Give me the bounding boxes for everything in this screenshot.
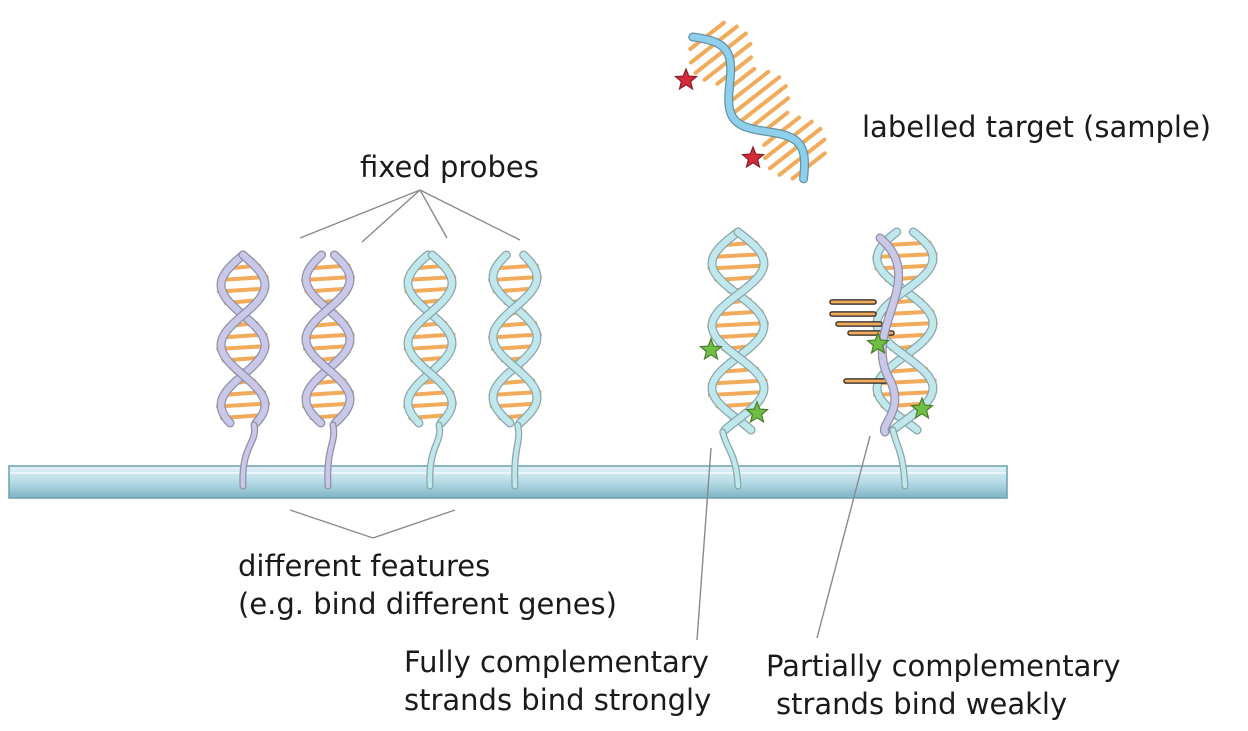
base-pair	[301, 332, 355, 340]
target-base	[746, 96, 791, 132]
pointer-line	[289, 509, 374, 539]
target-base	[727, 75, 782, 118]
label-star-icon	[740, 145, 766, 169]
base-pair	[403, 401, 457, 409]
back-strand	[217, 251, 269, 427]
base-pair	[707, 390, 769, 397]
labelled-target-label: labelled target (sample)	[862, 110, 1212, 144]
tether-fill	[512, 422, 521, 489]
tether-fill	[890, 427, 908, 489]
dna-probe-icon	[488, 250, 542, 490]
partially-complementary-label-line1: Partially complementary	[766, 649, 1121, 683]
tether-fill	[427, 422, 442, 489]
target-base	[693, 31, 748, 75]
back-strand	[489, 251, 541, 427]
base-pair	[874, 263, 936, 271]
features-label-line2: (e.g. bind different genes)	[238, 587, 617, 621]
pointer-line	[419, 189, 448, 239]
base-pair	[216, 401, 270, 409]
target-base	[725, 69, 771, 106]
base-pair	[707, 321, 769, 328]
label-star-icon	[909, 396, 935, 420]
dna-probe-icon	[403, 250, 457, 490]
front-strand	[489, 251, 541, 427]
pointer-line	[372, 509, 456, 539]
label-star-icon	[744, 400, 770, 424]
pointer-line	[696, 447, 712, 641]
base-pair	[872, 390, 938, 397]
base-pair	[872, 252, 938, 259]
pointer-line	[361, 189, 421, 243]
label-star-icon	[865, 331, 891, 355]
base-pair	[708, 378, 768, 386]
base-pair	[301, 275, 355, 282]
back-strand	[873, 228, 937, 434]
label-star-icon	[698, 337, 724, 361]
tether-fill	[325, 422, 336, 489]
back-strand	[708, 228, 768, 434]
label-star-icon	[673, 67, 699, 91]
back-strand	[302, 251, 354, 427]
base-pair	[707, 263, 769, 271]
dna-probe-icon	[829, 227, 938, 490]
base-pair	[488, 390, 542, 397]
dna-probe-icon	[216, 250, 270, 490]
tether-fill	[720, 429, 741, 489]
front-strand	[217, 251, 269, 427]
features-label-line1: different features	[238, 549, 491, 583]
front-strand	[302, 251, 354, 427]
dna-probe-icon	[301, 250, 355, 490]
base-pair	[708, 252, 768, 259]
base-pair	[488, 332, 542, 340]
back-strand	[404, 251, 456, 427]
base-pair	[488, 275, 542, 282]
partial-target-strand	[876, 234, 902, 436]
fully-complementary-label-line2: strands bind strongly	[404, 683, 712, 717]
glass-slide-icon	[8, 465, 1008, 499]
front-strand	[708, 228, 768, 434]
tether-fill	[240, 422, 257, 489]
partially-complementary-label-line2: strands bind weakly	[776, 687, 1068, 721]
target-base	[767, 126, 823, 171]
front-strand	[404, 251, 456, 427]
target-base	[734, 84, 788, 127]
dna-target-icon	[688, 20, 827, 184]
pointer-line	[419, 189, 521, 241]
pointer-line	[299, 189, 421, 239]
target-strand	[689, 33, 808, 183]
dna-probe-icon	[707, 227, 769, 490]
base-pair	[216, 344, 270, 351]
pointer-line	[816, 435, 871, 639]
fixed-probes-label: fixed probes	[360, 150, 539, 184]
fully-complementary-label-line1: Fully complementary	[404, 645, 709, 679]
